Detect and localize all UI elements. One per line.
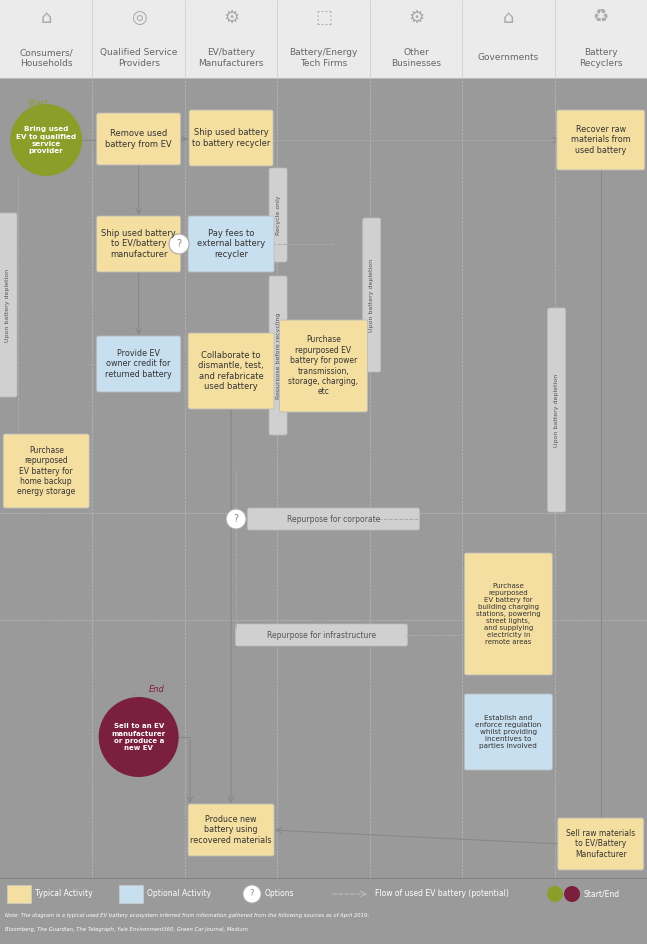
- FancyBboxPatch shape: [0, 0, 647, 78]
- Text: ?: ?: [177, 239, 182, 249]
- FancyBboxPatch shape: [465, 553, 553, 675]
- Text: Bring used
EV to qualified
service
provider: Bring used EV to qualified service provi…: [16, 126, 76, 154]
- Circle shape: [564, 886, 580, 902]
- FancyBboxPatch shape: [3, 434, 89, 508]
- FancyBboxPatch shape: [557, 110, 645, 170]
- Text: Optional Activity: Optional Activity: [147, 889, 211, 899]
- FancyBboxPatch shape: [188, 333, 274, 409]
- Circle shape: [10, 104, 82, 176]
- Text: ⚙: ⚙: [408, 9, 424, 27]
- FancyBboxPatch shape: [280, 320, 367, 412]
- Text: EV/battery
Manufacturers: EV/battery Manufacturers: [199, 48, 264, 68]
- FancyBboxPatch shape: [547, 308, 565, 512]
- Text: Repurpose for corporate: Repurpose for corporate: [287, 514, 380, 524]
- Text: Consumers/
Households: Consumers/ Households: [19, 48, 73, 68]
- Circle shape: [226, 509, 246, 529]
- Text: Sell to an EV
manufacturer
or produce a
new EV: Sell to an EV manufacturer or produce a …: [111, 723, 166, 750]
- FancyBboxPatch shape: [248, 508, 419, 530]
- FancyBboxPatch shape: [189, 110, 273, 166]
- FancyBboxPatch shape: [96, 113, 181, 165]
- Text: Flow of used EV battery (potential): Flow of used EV battery (potential): [375, 889, 509, 899]
- Text: Ship used battery
to EV/battery
manufacturer: Ship used battery to EV/battery manufact…: [102, 229, 176, 259]
- Circle shape: [169, 234, 189, 254]
- Text: Purchase
repurposed
EV battery for
building charging
stations, powering
street l: Purchase repurposed EV battery for build…: [476, 583, 541, 645]
- FancyBboxPatch shape: [363, 218, 380, 372]
- Text: ◎: ◎: [131, 9, 146, 27]
- FancyBboxPatch shape: [7, 885, 31, 903]
- Text: Battery/Energy
Tech Firms: Battery/Energy Tech Firms: [289, 48, 358, 68]
- Text: Bloomberg, The Guardian, The Telegraph, Yale Environment360, Green Car Journal, : Bloomberg, The Guardian, The Telegraph, …: [5, 928, 248, 933]
- FancyBboxPatch shape: [236, 624, 408, 646]
- Text: ?: ?: [250, 889, 254, 899]
- FancyBboxPatch shape: [188, 804, 274, 856]
- FancyBboxPatch shape: [465, 694, 553, 770]
- Text: Recover raw
materials from
used battery: Recover raw materials from used battery: [571, 126, 631, 155]
- Text: Ship used battery
to battery recycler: Ship used battery to battery recycler: [192, 128, 270, 147]
- FancyBboxPatch shape: [96, 216, 181, 272]
- Text: Governments: Governments: [477, 54, 539, 62]
- Text: ?: ?: [234, 514, 239, 524]
- Text: Start/End: Start/End: [584, 889, 620, 899]
- Text: ⬚: ⬚: [315, 9, 332, 27]
- Circle shape: [98, 697, 179, 777]
- Text: Upon battery depletion: Upon battery depletion: [554, 374, 559, 447]
- Text: End: End: [149, 684, 164, 694]
- Text: ♻: ♻: [593, 9, 609, 27]
- Circle shape: [243, 885, 261, 903]
- Text: Battery
Recyclers: Battery Recyclers: [579, 48, 622, 68]
- Text: ⌂: ⌂: [41, 9, 52, 27]
- Text: Purchase
repurposed
EV battery for
home backup
energy storage: Purchase repurposed EV battery for home …: [17, 446, 75, 497]
- FancyBboxPatch shape: [269, 276, 287, 435]
- FancyBboxPatch shape: [188, 216, 274, 272]
- FancyBboxPatch shape: [269, 168, 287, 262]
- Text: Start: Start: [28, 98, 49, 108]
- FancyBboxPatch shape: [558, 818, 644, 870]
- Circle shape: [547, 886, 563, 902]
- Text: Sell raw materials
to EV/Battery
Manufacturer: Sell raw materials to EV/Battery Manufac…: [566, 829, 635, 859]
- Text: Produce new
battery using
recovered materials: Produce new battery using recovered mate…: [190, 815, 272, 845]
- Text: Remove used
battery from EV: Remove used battery from EV: [105, 129, 172, 149]
- Text: Collaborate to
dismantle, test,
and refabricate
used battery: Collaborate to dismantle, test, and refa…: [198, 351, 264, 391]
- Text: Note: The diagram is a typical used EV battery ecosystem inferred from informati: Note: The diagram is a typical used EV b…: [5, 914, 369, 919]
- Text: Purchase
repurposed EV
battery for power
transmission,
storage, charging,
etc: Purchase repurposed EV battery for power…: [289, 335, 358, 396]
- FancyBboxPatch shape: [96, 336, 181, 392]
- Text: Qualified Service
Providers: Qualified Service Providers: [100, 48, 177, 68]
- Text: Recycle only: Recycle only: [276, 195, 281, 235]
- FancyBboxPatch shape: [0, 213, 17, 397]
- Text: ⌂: ⌂: [503, 9, 514, 27]
- Text: Options: Options: [265, 889, 294, 899]
- Text: Upon battery depletion: Upon battery depletion: [369, 259, 374, 331]
- Text: Repurpose before recycling: Repurpose before recycling: [276, 312, 281, 398]
- Text: Provide EV
owner credit for
returned battery: Provide EV owner credit for returned bat…: [105, 349, 172, 379]
- Text: Upon battery depletion: Upon battery depletion: [6, 268, 10, 342]
- Text: Other
Businesses: Other Businesses: [391, 48, 441, 68]
- FancyBboxPatch shape: [119, 885, 143, 903]
- Text: Repurpose for infrastructure: Repurpose for infrastructure: [267, 631, 376, 639]
- Text: Typical Activity: Typical Activity: [35, 889, 93, 899]
- Text: Pay fees to
external battery
recycler: Pay fees to external battery recycler: [197, 229, 265, 259]
- Text: ⚙: ⚙: [223, 9, 239, 27]
- Text: Establish and
enforce regulation
whilst providing
incentives to
parties involved: Establish and enforce regulation whilst …: [476, 715, 542, 749]
